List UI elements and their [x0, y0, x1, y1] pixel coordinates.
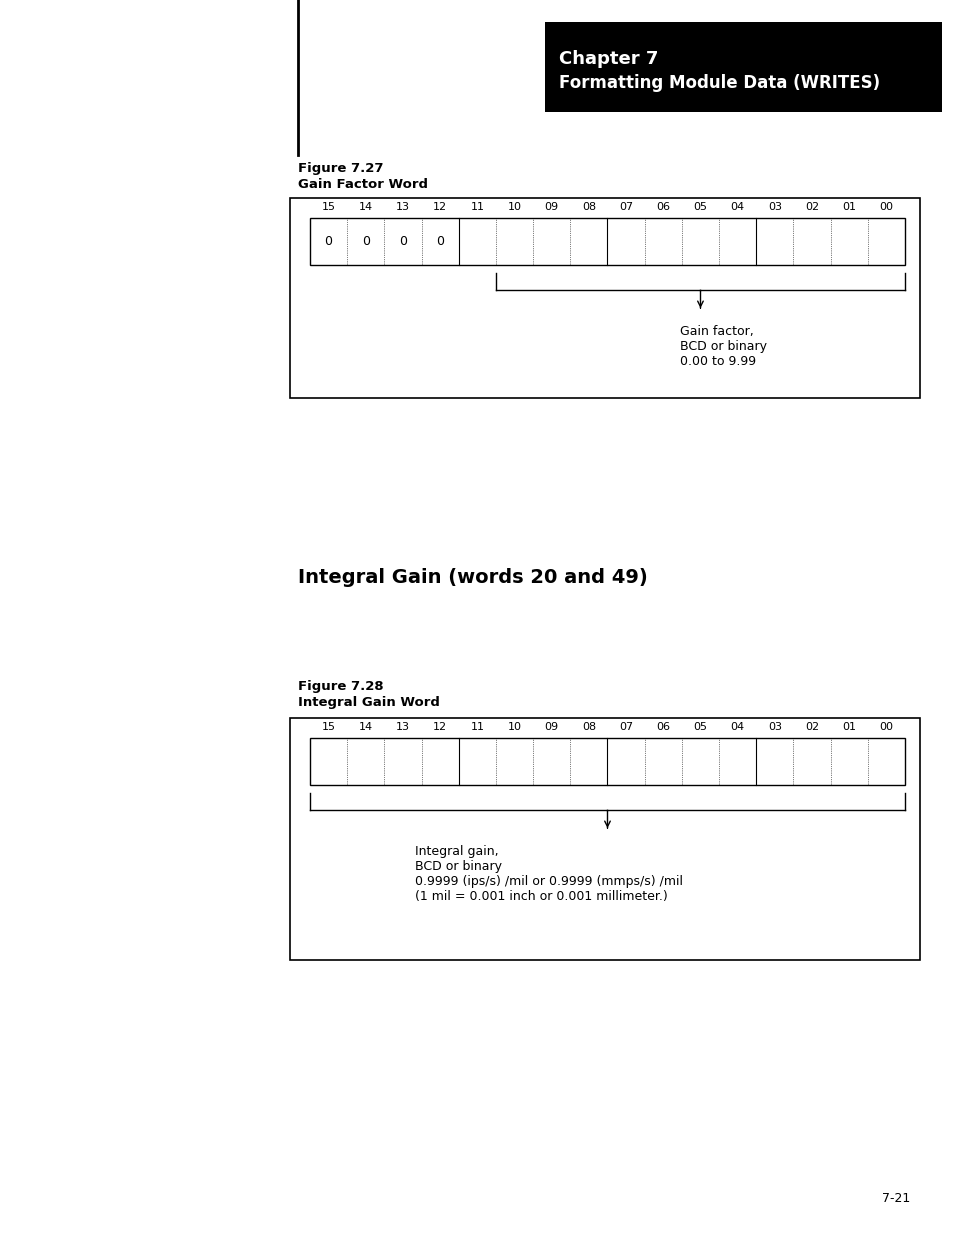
Text: 06: 06	[656, 203, 670, 212]
Bar	[290, 198, 919, 398]
Text: 06: 06	[656, 722, 670, 732]
Text: Gain Factor Word: Gain Factor Word	[297, 178, 428, 191]
Text: 14: 14	[358, 722, 373, 732]
Text: 09: 09	[544, 722, 558, 732]
Text: 02: 02	[804, 203, 819, 212]
Text: Integral Gain Word: Integral Gain Word	[297, 697, 439, 709]
Text: Integral Gain (words 20 and 49): Integral Gain (words 20 and 49)	[297, 568, 647, 587]
Text: Chapter 7: Chapter 7	[558, 49, 658, 68]
Text: 09: 09	[544, 203, 558, 212]
Text: 04: 04	[730, 203, 744, 212]
Text: Formatting Module Data (WRITES): Formatting Module Data (WRITES)	[558, 74, 880, 91]
Bar	[310, 219, 904, 266]
Text: 03: 03	[767, 203, 781, 212]
Text: 13: 13	[395, 722, 410, 732]
Text: 11: 11	[470, 722, 484, 732]
Text: 08: 08	[581, 722, 596, 732]
Text: 12: 12	[433, 203, 447, 212]
Text: 10: 10	[507, 722, 521, 732]
Text: 07: 07	[618, 203, 633, 212]
Text: 0: 0	[324, 235, 333, 248]
Text: 01: 01	[841, 203, 856, 212]
Text: 10: 10	[507, 203, 521, 212]
Bar	[310, 739, 904, 785]
Text: Figure 7.28: Figure 7.28	[297, 680, 383, 693]
Text: 11: 11	[470, 203, 484, 212]
Text: Figure 7.27: Figure 7.27	[297, 162, 383, 175]
Text: 00: 00	[879, 203, 892, 212]
Text: 0: 0	[436, 235, 444, 248]
Text: 03: 03	[767, 722, 781, 732]
Text: 02: 02	[804, 722, 819, 732]
Text: 04: 04	[730, 722, 744, 732]
Text: 08: 08	[581, 203, 596, 212]
Text: 05: 05	[693, 203, 707, 212]
Text: 05: 05	[693, 722, 707, 732]
Bar	[290, 718, 919, 960]
Text: 7-21: 7-21	[881, 1192, 909, 1205]
Text: 13: 13	[395, 203, 410, 212]
Text: 12: 12	[433, 722, 447, 732]
Text: Integral gain,
BCD or binary
0.9999 (ips/s) /mil or 0.9999 (mmps/s) /mil
(1 mil : Integral gain, BCD or binary 0.9999 (ips…	[415, 845, 682, 903]
Text: 0: 0	[361, 235, 370, 248]
Bar	[544, 22, 941, 112]
Text: 15: 15	[321, 722, 335, 732]
Text: 14: 14	[358, 203, 373, 212]
Text: 01: 01	[841, 722, 856, 732]
Text: 0: 0	[398, 235, 407, 248]
Text: 15: 15	[321, 203, 335, 212]
Text: 00: 00	[879, 722, 892, 732]
Text: Gain factor,
BCD or binary
0.00 to 9.99: Gain factor, BCD or binary 0.00 to 9.99	[679, 325, 766, 368]
Text: 07: 07	[618, 722, 633, 732]
